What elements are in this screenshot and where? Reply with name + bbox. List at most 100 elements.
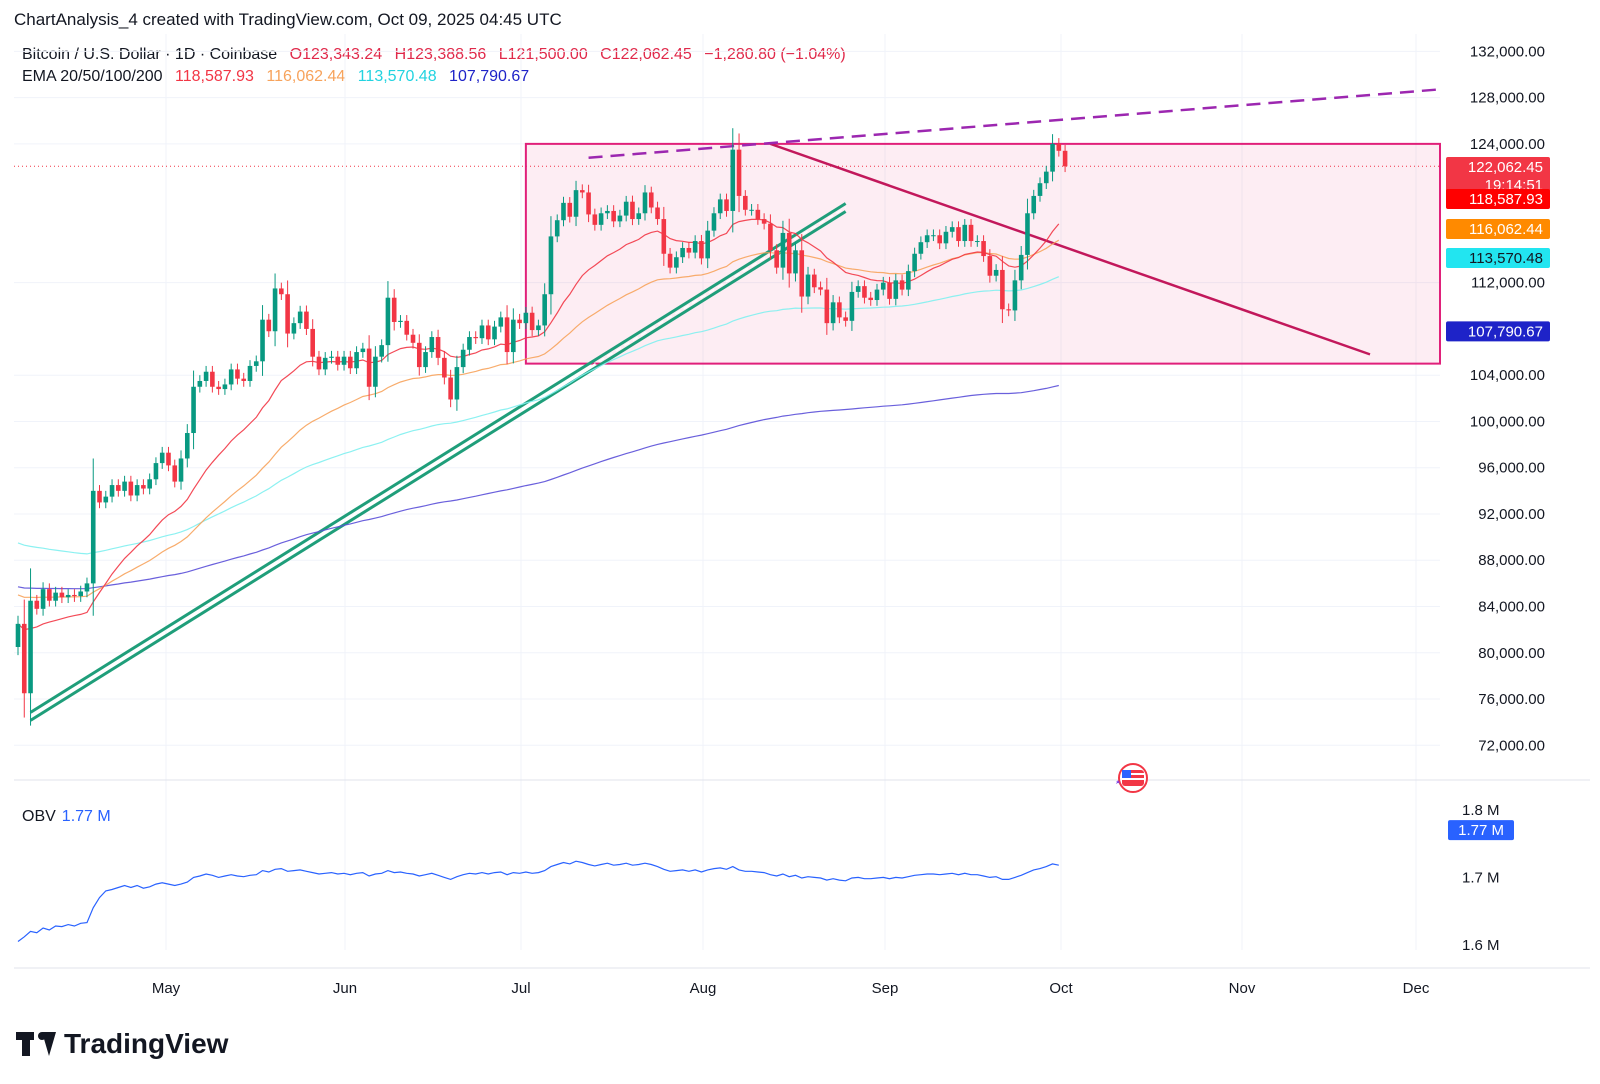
candle-body [837,302,842,318]
trend-lines[interactable] [29,88,1439,722]
candle-body [15,623,21,647]
candle-body [887,282,892,299]
time-tick-label: Jul [511,980,530,997]
candle-body [868,297,874,301]
candle-body [228,369,234,385]
candle-body [416,342,422,368]
candle-body [348,356,353,369]
candle-body [993,269,999,276]
candle-body [962,224,968,242]
price-axis[interactable]: 132,000.00 128,000.00 124,000.00 112,000.00… [1470,43,1545,754]
candle-body [97,490,102,503]
candle-body [373,356,378,387]
candle-body [354,352,359,369]
candle-body [843,317,848,321]
price-tick-label: 132,000.00 [1470,43,1545,60]
candle-body [987,256,993,276]
candle-body [1025,213,1030,255]
descending-resistance-line [769,142,1371,356]
candle-body [59,592,65,598]
candle-body [786,232,792,274]
candle-body [379,345,384,357]
candle-body [116,485,121,491]
candle-body [899,280,905,290]
candle-body [492,326,497,340]
price-tag [1446,157,1550,195]
price-tag [1446,219,1550,239]
time-tick-label: Oct [1049,980,1073,997]
candle-body [956,227,961,242]
candle-body [285,294,290,334]
candle-body [103,496,109,503]
candle-body [586,192,591,215]
candle-body [404,320,410,335]
candle-body [680,247,685,258]
obv-title[interactable]: OBV [22,808,56,825]
close-value: C122,062.45 [600,46,692,63]
candle-body [1056,143,1062,151]
candle-body [912,253,917,272]
price-tag-label: 107,790.67 [1468,323,1543,340]
price-tick-label: 100,000.00 [1470,413,1545,430]
candle-body [316,356,322,370]
range-box[interactable] [524,142,1441,365]
price-tick-label: 92,000.00 [1478,506,1545,523]
candle-body [529,312,535,331]
candle-body [78,591,83,597]
candle-body [504,317,510,353]
candle-body [605,210,610,214]
ema-lines [17,218,1060,631]
candle-body [768,223,773,251]
ema20-line [17,218,1060,631]
candle-body [811,274,817,288]
candle-body [21,623,27,694]
candle-body [109,485,115,497]
price-tag-label: 113,570.48 [1469,250,1543,267]
candle-body [511,319,516,353]
price-tag [1446,189,1550,209]
candle-body [310,328,315,357]
candle-body [210,371,215,387]
ema-title[interactable]: EMA 20/50/100/200 [22,68,163,85]
candle-body [216,386,221,390]
candle-body [266,319,272,332]
candle-body [260,319,265,362]
candle-body [906,271,911,290]
candle-body [1031,195,1037,214]
obv-tick-label: 1.7 M [1462,869,1500,886]
candle-body [730,149,736,211]
us-flag-icon[interactable] [1116,763,1148,793]
candle-body [191,386,196,434]
open-value: O123,343.24 [289,46,383,63]
candle-body [442,357,447,378]
candle-body [937,235,942,244]
candle-body [279,288,284,295]
ema-legend: EMA 20/50/100/200 118,587.93 116,062.44 … [22,68,537,86]
price-tag-label: 118,587.93 [1469,191,1543,208]
obv-pane: 1.8 M 1.7 M 1.6 M 1.77 M [17,802,1514,954]
tradingview-logo[interactable]: TradingView [16,1028,228,1060]
candle-body [642,192,648,214]
candle-body [159,452,165,464]
candle-body [178,458,184,482]
candle-body [391,297,397,322]
obv-value-tag [1448,820,1514,841]
candle-body [360,348,366,353]
candle-body [65,594,71,598]
candle-body [774,250,779,268]
time-tick-label: Aug [690,980,717,997]
price-tick-label: 76,000.00 [1478,691,1545,708]
candle-body [536,325,541,331]
ema200-value: 107,790.67 [449,68,530,85]
price-tick-label: 112,000.00 [1471,275,1545,292]
symbol-title[interactable]: Bitcoin / U.S. Dollar · 1D · Coinbase [22,46,278,63]
candle-body [893,280,899,299]
candle-body [153,463,159,480]
candle-body [968,224,974,242]
candle-body [686,247,692,253]
candle-body [235,369,240,379]
price-tick-label: 124,000.00 [1470,136,1545,153]
candle-body [949,227,955,232]
time-axis[interactable]: May Jun Jul Aug Sep Oct Nov Dec [14,967,1590,997]
